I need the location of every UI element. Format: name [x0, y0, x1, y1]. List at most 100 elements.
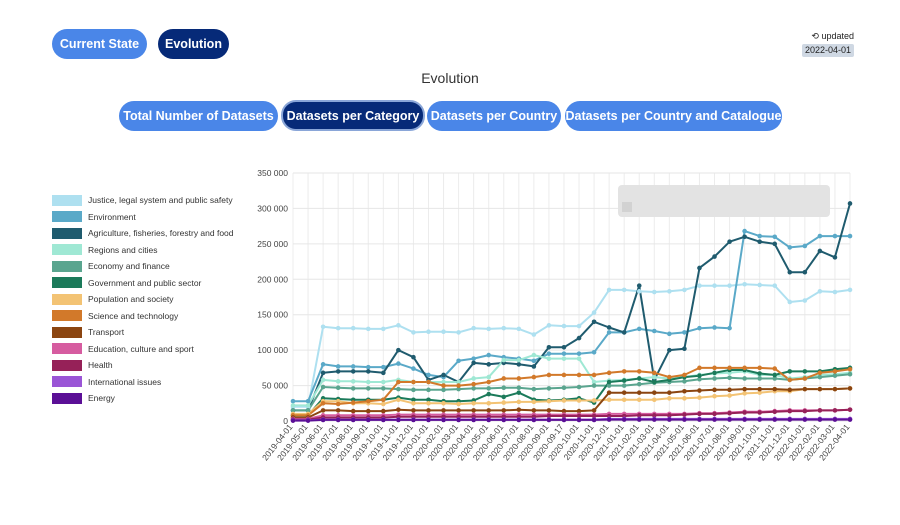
- data-point: [320, 370, 326, 376]
- updated-info: ⟲ updated 2022-04-01: [801, 30, 854, 57]
- data-point: [471, 386, 476, 391]
- y-tick-label: 250 000: [257, 239, 288, 249]
- data-point: [365, 369, 371, 374]
- data-point: [320, 408, 326, 413]
- legend-item[interactable]: Justice, legal system and public safety: [52, 192, 234, 209]
- legend-label: Justice, legal system and public safety: [88, 195, 233, 206]
- data-point: [531, 332, 537, 337]
- data-point: [471, 381, 476, 387]
- legend-item[interactable]: Government and public sector: [52, 275, 234, 292]
- tab-datasets-per-category[interactable]: Datasets per Category: [281, 100, 425, 131]
- data-point: [411, 408, 416, 413]
- data-point: [636, 283, 642, 288]
- current-state-button[interactable]: Current State: [52, 29, 147, 59]
- data-point: [651, 379, 657, 385]
- data-point: [742, 386, 747, 392]
- data-point: [772, 417, 778, 422]
- legend-swatch: [52, 392, 82, 404]
- tab-datasets-per-country-catalogue[interactable]: Datasets per Country and Catalogue: [565, 101, 782, 131]
- legend-swatch: [52, 359, 82, 371]
- data-point: [712, 411, 717, 417]
- data-point: [486, 362, 492, 367]
- data-point: [426, 397, 431, 403]
- legend-item[interactable]: Environment: [52, 209, 234, 226]
- data-point: [471, 356, 476, 361]
- data-point: [501, 357, 507, 363]
- data-point: [697, 325, 702, 331]
- tab-datasets-per-country[interactable]: Datasets per Country: [427, 101, 561, 131]
- data-point: [486, 400, 492, 406]
- updated-label: updated: [821, 31, 854, 41]
- data-point: [832, 408, 838, 413]
- data-point: [396, 386, 401, 392]
- legend-item[interactable]: Transport: [52, 324, 234, 341]
- data-point: [727, 410, 732, 416]
- data-point: [697, 417, 702, 422]
- legend-item[interactable]: Science and technology: [52, 308, 234, 325]
- data-point: [591, 398, 597, 403]
- data-point: [531, 417, 537, 423]
- y-tick-label: 200 000: [257, 274, 288, 284]
- data-point: [290, 408, 296, 413]
- data-point: [516, 357, 522, 363]
- data-point: [456, 330, 461, 335]
- data-point: [335, 408, 341, 413]
- data-point: [531, 374, 537, 380]
- data-point: [802, 269, 808, 275]
- data-point: [832, 386, 838, 392]
- data-point: [651, 328, 657, 334]
- data-point: [847, 366, 853, 372]
- legend-item[interactable]: Economy and finance: [52, 258, 234, 275]
- legend-swatch: [52, 310, 82, 322]
- data-point: [697, 411, 702, 417]
- legend-item[interactable]: Population and society: [52, 291, 234, 308]
- data-point: [486, 374, 492, 380]
- data-point: [365, 379, 371, 385]
- zoom-handle[interactable]: [622, 202, 632, 212]
- evolution-button[interactable]: Evolution: [158, 29, 229, 59]
- legend-label: Regions and cities: [88, 244, 158, 255]
- data-point: [531, 399, 537, 405]
- data-point: [591, 413, 597, 419]
- data-point: [456, 386, 461, 392]
- data-point: [396, 407, 401, 412]
- data-point: [802, 417, 808, 422]
- data-point: [396, 361, 401, 366]
- data-point: [561, 351, 567, 356]
- data-point: [456, 417, 461, 423]
- series-line: [293, 387, 851, 419]
- data-point: [787, 387, 793, 393]
- legend-item[interactable]: International issues: [52, 374, 234, 391]
- data-point: [682, 417, 687, 422]
- legend-item[interactable]: Energy: [52, 390, 234, 407]
- legend-item[interactable]: Health: [52, 357, 234, 374]
- data-point: [561, 323, 567, 329]
- series-line: [293, 366, 851, 417]
- data-point: [335, 369, 341, 374]
- data-point: [365, 326, 371, 332]
- data-point: [651, 370, 657, 376]
- legend-item[interactable]: Regions and cities: [52, 242, 234, 259]
- data-point: [667, 331, 672, 337]
- legend-swatch: [52, 326, 82, 338]
- data-point: [591, 408, 597, 413]
- legend-item[interactable]: Agriculture, fisheries, forestry and foo…: [52, 225, 234, 242]
- data-point: [651, 289, 657, 295]
- legend-item[interactable]: Education, culture and sport: [52, 341, 234, 358]
- data-point: [787, 269, 793, 275]
- data-point: [636, 413, 642, 418]
- y-tick-label: 150 000: [257, 310, 288, 320]
- data-point: [350, 400, 356, 405]
- data-point: [486, 386, 492, 391]
- tab-total-datasets[interactable]: Total Number of Datasets: [119, 101, 278, 131]
- data-point: [411, 354, 416, 360]
- data-point: [381, 326, 386, 332]
- data-point: [772, 366, 778, 371]
- data-point: [576, 384, 582, 390]
- series-line: [293, 366, 851, 417]
- data-point: [712, 365, 717, 371]
- data-point: [787, 377, 793, 383]
- zoom-selector[interactable]: [618, 185, 830, 217]
- legend-label: Education, culture and sport: [88, 343, 194, 354]
- data-point: [561, 398, 567, 403]
